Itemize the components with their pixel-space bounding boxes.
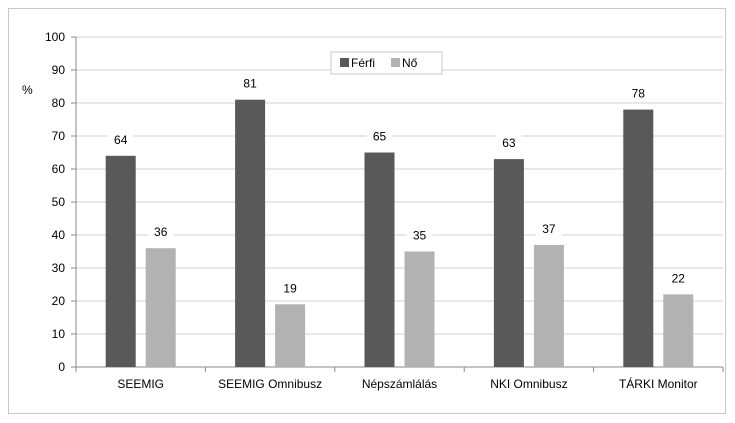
data-label-bg (625, 85, 652, 102)
data-label: 65 (373, 130, 387, 144)
category-labels: SEEMIG SEEMIG Omnibusz Népszámlálás NKI Omn… (75, 367, 724, 391)
data-label-bg (406, 227, 433, 244)
category-label: SEEMIG (117, 377, 164, 391)
y-tick-label: 10 (52, 327, 66, 341)
data-label: 64 (114, 133, 128, 147)
legend: Férfi Nő (330, 51, 443, 75)
data-label-bg (535, 220, 562, 237)
legend-box (330, 51, 443, 75)
data-label: 19 (283, 281, 297, 295)
bar-no-3 (533, 244, 564, 367)
bar-ferfi-3 (493, 159, 524, 367)
y-tick-label: 20 (52, 294, 66, 308)
data-label-bg (665, 270, 692, 287)
data-label: 81 (243, 77, 257, 91)
y-tick-label: 70 (52, 129, 66, 143)
data-label: 35 (413, 229, 427, 243)
y-axis-ticks: 0 10 20 30 40 50 60 70 80 90 100 (45, 30, 76, 374)
data-label: 78 (632, 87, 646, 101)
y-axis-label: % (22, 83, 33, 97)
y-tick-label: 100 (45, 30, 65, 44)
bar-no-4 (663, 294, 694, 367)
bar-ferfi-2 (364, 152, 395, 367)
y-tick-label: 30 (52, 261, 66, 275)
chart-frame (8, 8, 726, 414)
data-label-bg (237, 75, 264, 92)
y-tick-label: 50 (52, 195, 66, 209)
legend-swatch-no (391, 58, 400, 67)
y-tick-label: 80 (52, 96, 66, 110)
bar-ferfi-0 (105, 155, 136, 367)
category-label: Népszámlálás (362, 377, 437, 391)
data-label-bg (147, 224, 174, 241)
data-label-bg (277, 280, 304, 297)
bar-no-2 (404, 251, 435, 367)
bar-no-1 (275, 304, 306, 367)
data-labels: 64 36 81 19 65 35 63 37 78 22 (107, 75, 692, 297)
y-tick-label: 90 (52, 63, 66, 77)
category-label: NKI Omnibusz (490, 377, 567, 391)
legend-label-no: Nő (402, 56, 418, 70)
legend-label-ferfi: Férfi (351, 56, 375, 70)
data-label: 37 (542, 222, 556, 236)
data-label-bg (366, 128, 393, 145)
category-label: SEEMIG Omnibusz (218, 377, 322, 391)
data-label-bg (107, 131, 134, 148)
data-label: 22 (672, 271, 686, 285)
data-label-bg (495, 135, 522, 152)
data-label: 36 (154, 225, 168, 239)
category-label: TÁRKI Monitor (619, 376, 698, 391)
y-tick-label: 0 (58, 360, 65, 374)
bar-ferfi-4 (623, 109, 654, 367)
y-tick-label: 40 (52, 228, 66, 242)
y-tick-label: 60 (52, 162, 66, 176)
data-label: 63 (502, 136, 516, 150)
bars (105, 99, 694, 367)
bar-ferfi-1 (235, 99, 266, 367)
legend-swatch-ferfi (340, 58, 349, 67)
bar-no-0 (145, 248, 176, 367)
